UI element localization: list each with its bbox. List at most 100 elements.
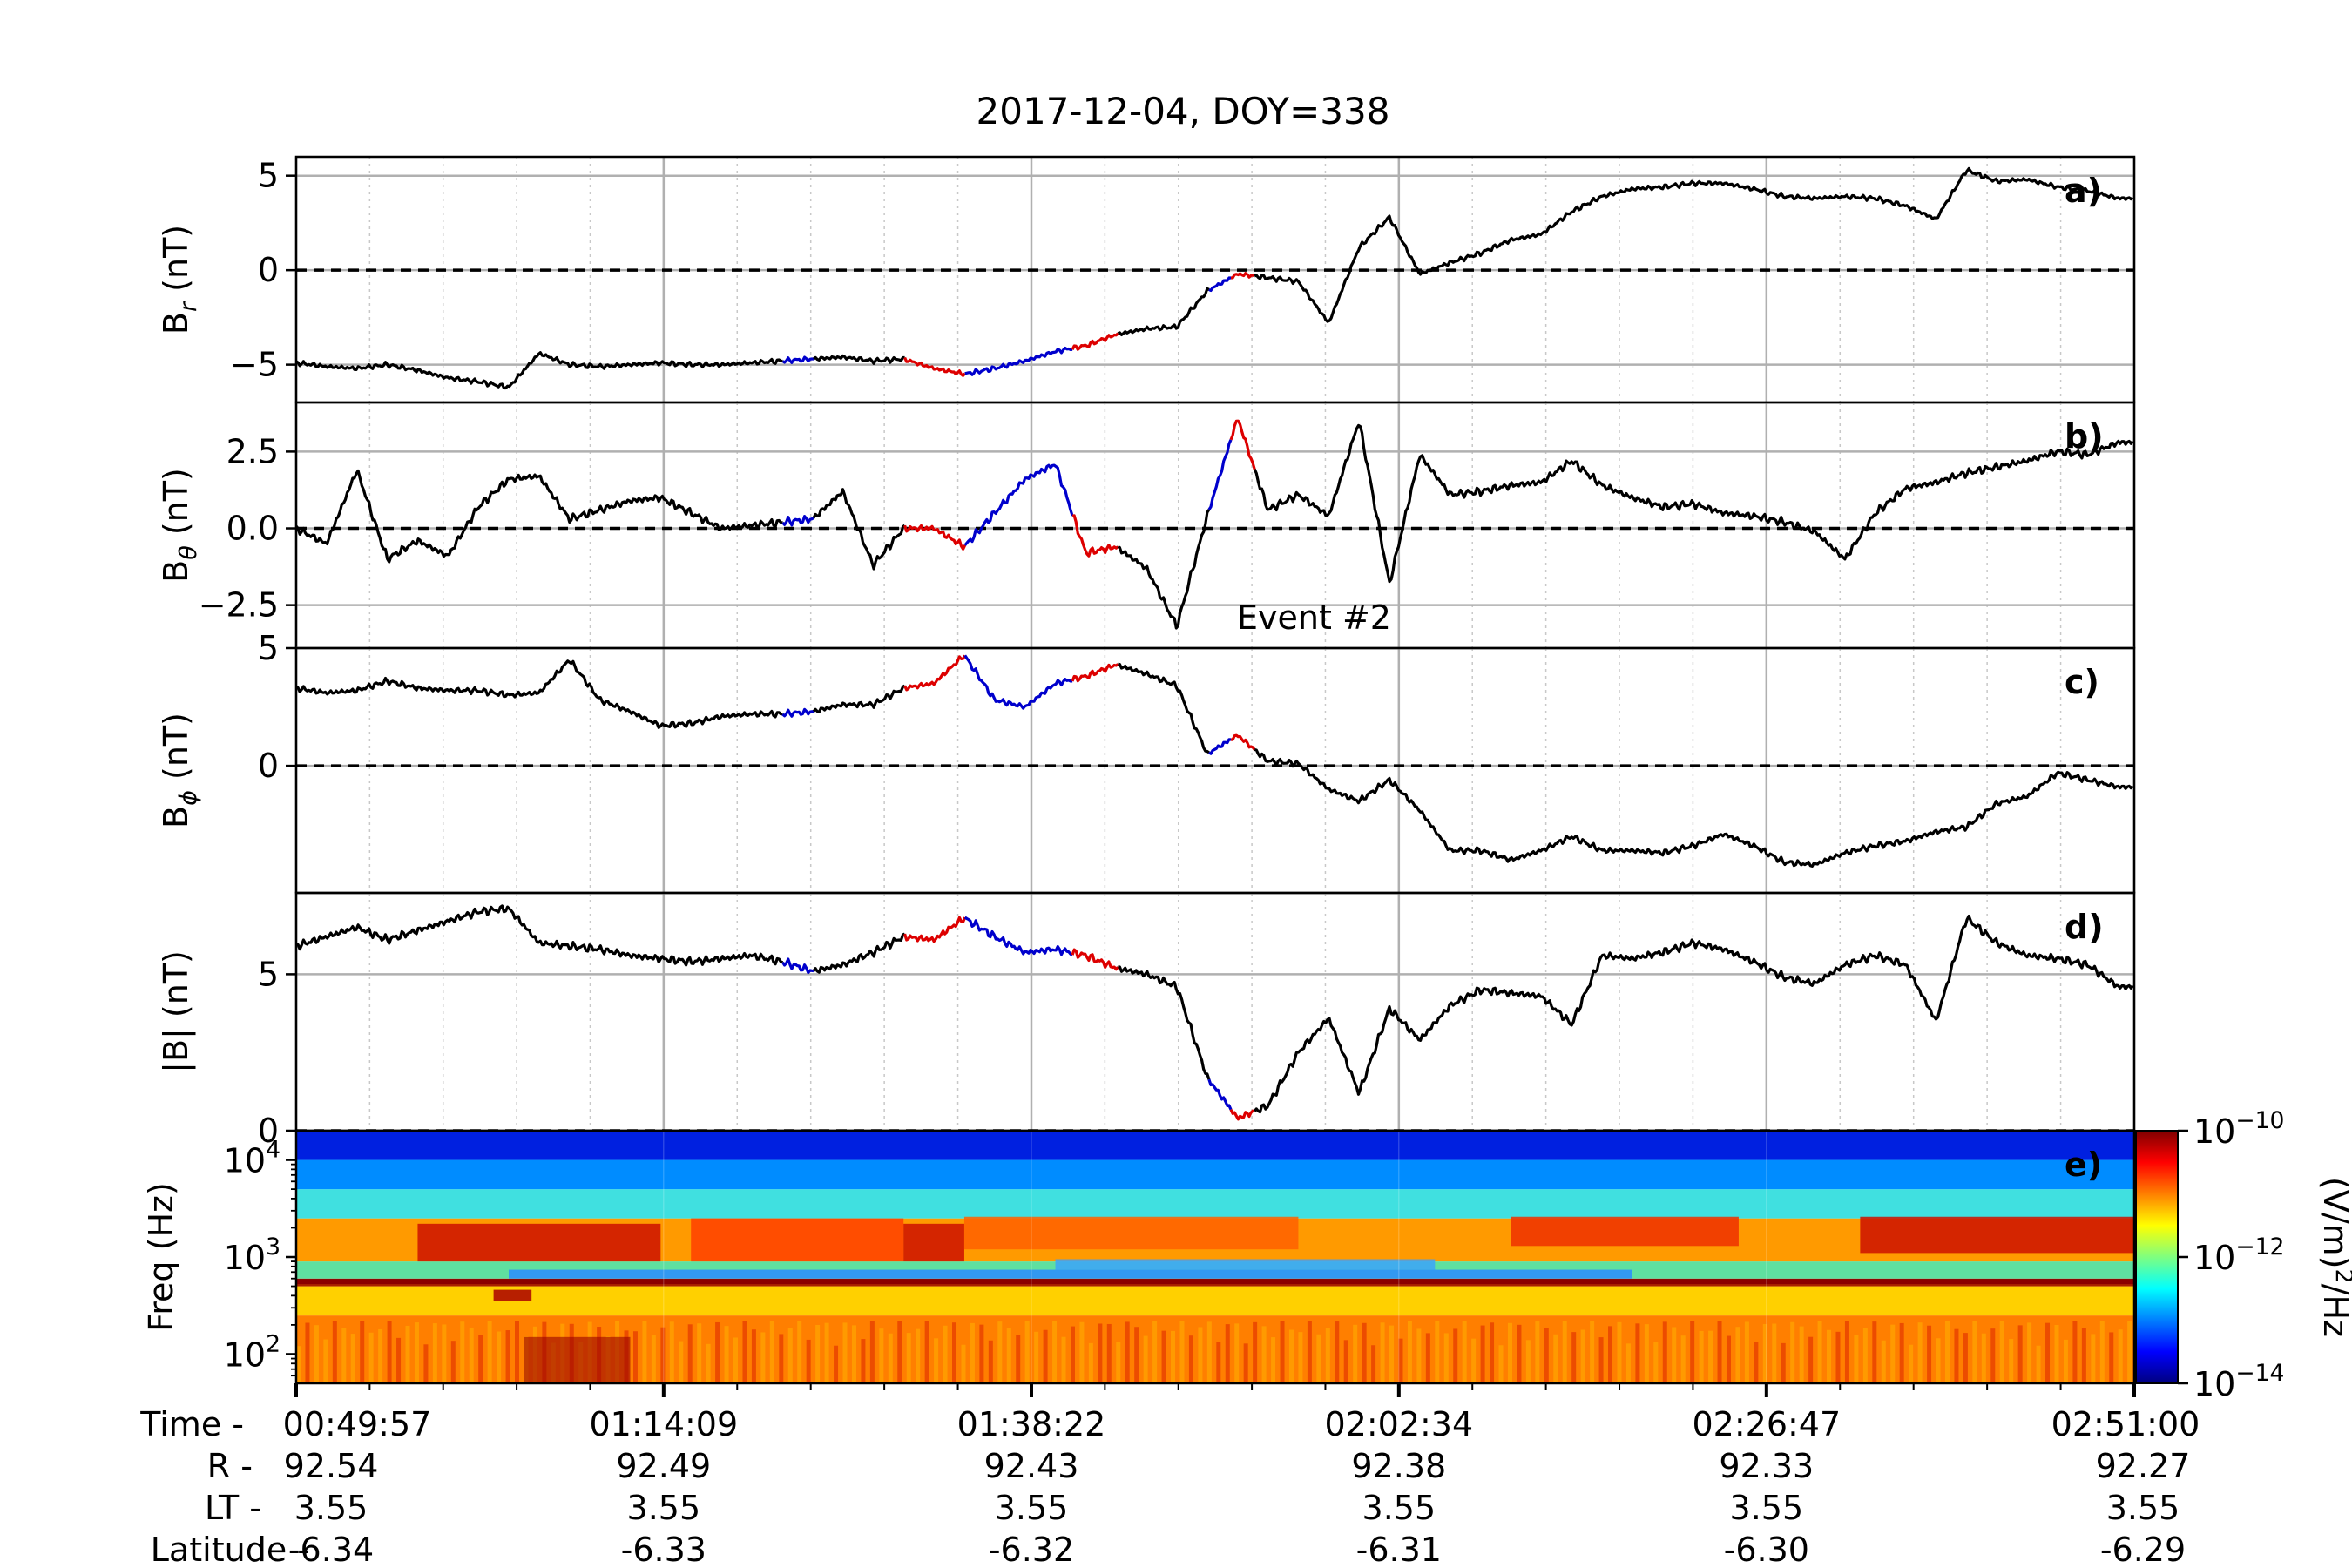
spectrogram-striation xyxy=(1608,1326,1613,1383)
spectrogram-striation xyxy=(1380,1322,1385,1383)
spectrogram-striation xyxy=(1161,1330,1166,1383)
spectrogram-band xyxy=(296,1131,2134,1160)
spectrogram-striation xyxy=(888,1333,893,1383)
data-trace-segment xyxy=(903,916,967,943)
spectrogram-striation xyxy=(1043,1329,1048,1383)
spectrogram-striation xyxy=(1490,1322,1495,1383)
spectrogram-striation xyxy=(1635,1323,1640,1383)
spectrogram-striation xyxy=(1271,1337,1276,1383)
spectrogram-striation xyxy=(2081,1328,2086,1383)
spectrogram-striation xyxy=(469,1327,474,1383)
spectrogram-striation xyxy=(2054,1324,2059,1383)
spectrogram-emission xyxy=(1511,1216,1739,1247)
spectrogram-striation xyxy=(1070,1326,1075,1383)
spectrogram-striation xyxy=(1762,1323,1767,1383)
data-trace-segment xyxy=(1254,747,2134,868)
spectrogram-striation xyxy=(1253,1321,1258,1383)
spectrogram-striation xyxy=(879,1328,884,1383)
spectrogram-striation xyxy=(1772,1323,1777,1383)
panel-b-btheta: −2.5 0.0 2.5 Bθ (nT) Event #2 b) xyxy=(157,401,2136,650)
spectrogram-hiss xyxy=(509,1269,1632,1279)
spectrogram-striation xyxy=(423,1344,429,1383)
spectrogram-emission xyxy=(691,1218,904,1262)
spectrogram-striation xyxy=(1307,1321,1312,1383)
spectrogram-striation xyxy=(751,1329,756,1383)
spectrogram-striation xyxy=(1999,1321,2004,1383)
spectrogram-striation xyxy=(487,1321,492,1383)
spectrogram-striation xyxy=(1243,1343,1248,1383)
spectrogram-striation xyxy=(332,1321,337,1383)
y-tick-label: 5 xyxy=(258,629,279,667)
spectrogram-striation xyxy=(396,1337,402,1383)
data-trace-segment xyxy=(903,524,967,551)
colorbar-tick-label: 10−14 xyxy=(2193,1360,2284,1403)
spectrogram-striation xyxy=(1744,1321,1749,1383)
spectrogram-striation xyxy=(1754,1342,1759,1383)
spectrogram-striation xyxy=(387,1321,392,1383)
spectrogram-striation xyxy=(1079,1321,1085,1383)
colorbar-label: (V/m)2/Hz xyxy=(2316,1177,2352,1337)
spectrogram-striation xyxy=(1225,1324,1230,1383)
spectrogram-striation xyxy=(706,1343,711,1383)
spectrogram-striation xyxy=(1717,1321,1722,1383)
spectrogram-striation xyxy=(1981,1333,1986,1383)
data-trace-segment xyxy=(1071,663,1119,683)
panel-frame xyxy=(294,891,2136,1132)
x-tick-label-time: 02:02:34 xyxy=(1324,1405,1473,1443)
spectrogram-striation xyxy=(760,1332,766,1383)
y-tick-label: 102 xyxy=(224,1330,280,1374)
spectrogram-striation xyxy=(414,1322,419,1383)
colorbar: 10−10 10−12 10−14 (V/m)2/Hz xyxy=(2135,1107,2352,1403)
spectrogram-striation xyxy=(1963,1333,1968,1383)
spectrogram-striation xyxy=(515,1321,520,1383)
spectrogram-striation xyxy=(1353,1324,1358,1383)
x-tick-label-r: 92.33 xyxy=(1719,1447,1814,1485)
spectrogram-striation xyxy=(1507,1322,1512,1383)
y-tick-label: 104 xyxy=(224,1136,280,1179)
spectrogram-striation xyxy=(1653,1342,1659,1383)
spectrogram-striation xyxy=(1917,1322,1923,1383)
y-tick-label: 2.5 xyxy=(226,432,279,470)
spectrogram-striation xyxy=(979,1324,984,1383)
spectrogram-band xyxy=(296,1189,2134,1219)
panel-e-spectrogram: 102 103 104 Freq (Hz) e) xyxy=(142,1129,2136,1385)
spectrogram-striation xyxy=(806,1339,811,1383)
spectrogram-striation xyxy=(660,1327,666,1383)
data-trace-segment xyxy=(903,654,967,692)
spectrogram-striation xyxy=(497,1331,502,1383)
data-trace-segment xyxy=(1253,914,2134,1114)
spectrogram-striation xyxy=(779,1334,784,1383)
y-tick-label: −5 xyxy=(230,346,279,384)
spectrogram-striation xyxy=(1407,1321,1412,1383)
spectrogram-striation xyxy=(869,1321,875,1383)
data-trace-segment xyxy=(1117,287,1210,336)
data-trace-segment xyxy=(1254,166,2134,323)
data-trace-segment xyxy=(295,904,784,967)
spectrogram-emission xyxy=(493,1289,532,1301)
spectrogram-striation xyxy=(2127,1321,2132,1383)
spectrogram-striation xyxy=(1799,1326,1804,1383)
figure-title: 2017-12-04, DOY=338 xyxy=(977,90,1390,132)
spectrogram-striation xyxy=(1316,1334,1321,1383)
spectrogram-image xyxy=(296,1131,2134,1383)
spectrogram-striation xyxy=(1827,1329,1832,1383)
spectrogram-striation xyxy=(1052,1321,1058,1383)
spectrogram-striation xyxy=(1726,1335,1731,1383)
data-trace-segment xyxy=(1253,423,2134,584)
spectrogram-striation xyxy=(2045,1322,2051,1383)
panel-label: c) xyxy=(2065,663,2099,701)
spectrogram-striation xyxy=(1872,1321,1877,1383)
spectrogram-striation xyxy=(1171,1330,1176,1383)
y-tick-label: 103 xyxy=(224,1233,280,1277)
spectrogram-striation xyxy=(478,1335,483,1383)
x-row-label: R - xyxy=(207,1447,253,1485)
spectrogram-striation xyxy=(988,1340,993,1383)
spectrogram-striation xyxy=(1927,1325,1932,1383)
panel-label: a) xyxy=(2065,172,2102,210)
spectrogram-striation xyxy=(1298,1332,1303,1383)
data-trace-segment xyxy=(812,684,906,714)
panel-a-br: −5 0 5 Br (nT) a) xyxy=(157,155,2136,404)
data-trace-segment xyxy=(1117,509,1211,630)
spectrogram-striation xyxy=(851,1325,856,1383)
spectrogram-striation xyxy=(1781,1342,1786,1383)
